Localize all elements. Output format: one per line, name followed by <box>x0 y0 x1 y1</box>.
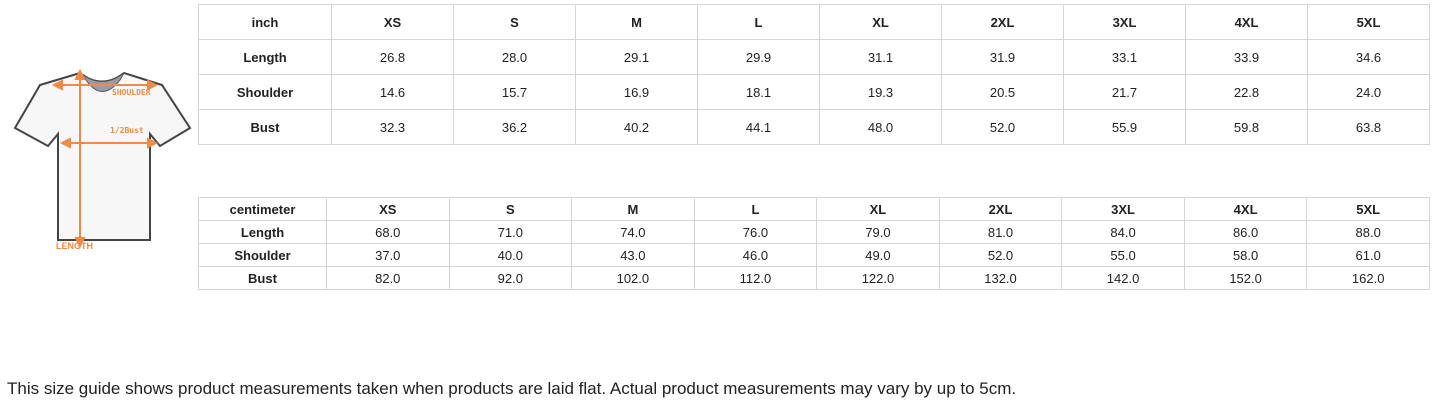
column-header: S <box>453 4 576 40</box>
column-header: 4XL <box>1183 197 1308 221</box>
tshirt-outline-icon <box>13 71 192 241</box>
column-header: 3XL <box>1063 4 1186 40</box>
table-cell: 59.8 <box>1185 109 1308 145</box>
table-cell: 58.0 <box>1183 243 1308 267</box>
table-cell: 40.2 <box>575 109 698 145</box>
table-cell: 24.0 <box>1307 74 1430 110</box>
length-label: LENGTH <box>56 241 93 251</box>
table-cell: 34.6 <box>1307 39 1430 75</box>
row-header: Shoulder <box>198 74 332 110</box>
table-cell: 33.9 <box>1185 39 1308 75</box>
table-cell: 37.0 <box>326 243 450 267</box>
table-cell: 20.5 <box>941 74 1064 110</box>
table-cell: 28.0 <box>453 39 576 75</box>
bust-label: 1/2Bust <box>110 126 144 135</box>
table-row: Bust 82.0 92.0 102.0 112.0 122.0 132.0 142.0 152… <box>198 266 1430 290</box>
column-header: 2XL <box>941 4 1064 40</box>
row-header: Shoulder <box>198 243 327 267</box>
table-cell: 19.3 <box>819 74 942 110</box>
table-cell: 29.9 <box>697 39 820 75</box>
column-header: XL <box>816 197 940 221</box>
column-header: 4XL <box>1185 4 1308 40</box>
table-cell: 71.0 <box>448 220 573 244</box>
table-cell: 52.0 <box>941 109 1064 145</box>
table-cell: 88.0 <box>1306 220 1430 244</box>
table-cell: 16.9 <box>575 74 698 110</box>
table-cell: 68.0 <box>326 220 450 244</box>
header-row: centimeter XS S M L XL 2XL 3XL 4XL 5XL <box>198 197 1430 221</box>
column-header: M <box>575 4 698 40</box>
column-header: centimeter <box>198 197 327 221</box>
table-cell: 15.7 <box>453 74 576 110</box>
column-header: 5XL <box>1306 197 1430 221</box>
table-cell: 29.1 <box>575 39 698 75</box>
column-header: inch <box>198 4 332 40</box>
table-cell: 46.0 <box>693 243 818 267</box>
header-row: inch XS S M L XL 2XL 3XL 4XL 5XL <box>198 4 1430 40</box>
table-cell: 102.0 <box>571 266 695 290</box>
table-cell: 26.8 <box>331 39 454 75</box>
table-row: Shoulder 37.0 40.0 43.0 46.0 49.0 52.0 55.0 58.0… <box>198 243 1430 267</box>
table-cell: 18.1 <box>697 74 820 110</box>
table-cell: 61.0 <box>1306 243 1430 267</box>
row-header: Length <box>198 220 327 244</box>
table-cell: 79.0 <box>816 220 940 244</box>
table-cell: 40.0 <box>448 243 573 267</box>
table-cell: 14.6 <box>331 74 454 110</box>
table-cell: 81.0 <box>938 220 1063 244</box>
centimeter-size-table: centimeter XS S M L XL 2XL 3XL 4XL 5XL Length 68.0 7… <box>198 197 1430 290</box>
table-cell: 36.2 <box>453 109 576 145</box>
column-header: L <box>693 197 818 221</box>
table-cell: 152.0 <box>1183 266 1308 290</box>
table-cell: 33.1 <box>1063 39 1186 75</box>
table-cell: 43.0 <box>571 243 695 267</box>
table-cell: 31.1 <box>819 39 942 75</box>
table-cell: 31.9 <box>941 39 1064 75</box>
table-row: Shoulder 14.6 15.7 16.9 18.1 19.3 20.5 21.7 22.8… <box>198 74 1430 110</box>
tshirt-measurement-diagram: SHOULDER 1/2Bust LENGTH <box>13 68 192 251</box>
collar-icon <box>79 72 125 92</box>
table-row: Bust 32.3 36.2 40.2 44.1 48.0 52.0 55.9 59.8 63.8 <box>198 109 1430 145</box>
column-header: 3XL <box>1061 197 1185 221</box>
table-cell: 142.0 <box>1061 266 1185 290</box>
shoulder-label: SHOULDER <box>112 88 151 97</box>
table-cell: 132.0 <box>938 266 1063 290</box>
row-header: Length <box>198 39 332 75</box>
column-header: S <box>448 197 573 221</box>
table-cell: 92.0 <box>448 266 573 290</box>
inch-size-table: inch XS S M L XL 2XL 3XL 4XL 5XL Length 26.8 28.0 29.… <box>198 4 1430 145</box>
table-cell: 74.0 <box>571 220 695 244</box>
size-guide-note: This size guide shows product measuremen… <box>7 379 1017 398</box>
table-cell: 44.1 <box>697 109 820 145</box>
table-cell: 86.0 <box>1183 220 1308 244</box>
table-cell: 84.0 <box>1061 220 1185 244</box>
column-header: 5XL <box>1307 4 1430 40</box>
table-cell: 22.8 <box>1185 74 1308 110</box>
table-row: Length 68.0 71.0 74.0 76.0 79.0 81.0 84.0 86.0 88… <box>198 220 1430 244</box>
table-cell: 32.3 <box>331 109 454 145</box>
row-header: Bust <box>198 266 327 290</box>
table-cell: 55.9 <box>1063 109 1186 145</box>
column-header: 2XL <box>938 197 1063 221</box>
table-cell: 52.0 <box>938 243 1063 267</box>
table-cell: 21.7 <box>1063 74 1186 110</box>
table-cell: 55.0 <box>1061 243 1185 267</box>
column-header: XS <box>326 197 450 221</box>
table-cell: 82.0 <box>326 266 450 290</box>
table-cell: 49.0 <box>816 243 940 267</box>
table-cell: 122.0 <box>816 266 940 290</box>
column-header: XL <box>819 4 942 40</box>
table-cell: 162.0 <box>1306 266 1430 290</box>
table-cell: 76.0 <box>693 220 818 244</box>
table-row: Length 26.8 28.0 29.1 29.9 31.1 31.9 33.1 33.9 34… <box>198 39 1430 75</box>
table-cell: 112.0 <box>693 266 818 290</box>
column-header: L <box>697 4 820 40</box>
column-header: M <box>571 197 695 221</box>
table-cell: 48.0 <box>819 109 942 145</box>
column-header: XS <box>331 4 454 40</box>
row-header: Bust <box>198 109 332 145</box>
table-cell: 63.8 <box>1307 109 1430 145</box>
